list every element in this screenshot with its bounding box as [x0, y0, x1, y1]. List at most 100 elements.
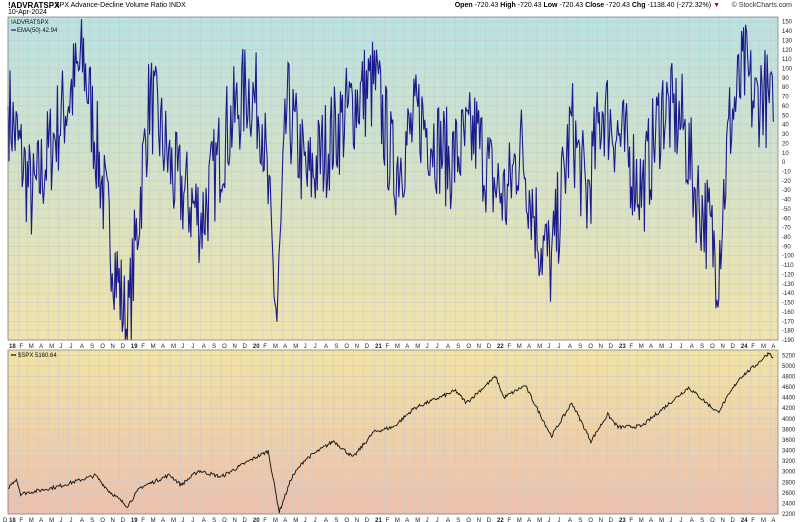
x-tick-label: N [599, 344, 603, 350]
x-tick-label: F [385, 518, 389, 522]
x-tick-label: A [283, 518, 287, 522]
x-tick-label: M [415, 344, 420, 350]
x-tick-label: D [487, 518, 492, 522]
x-tick-label: O [588, 518, 593, 522]
x-tick-label: J [679, 344, 682, 350]
x-tick-label: 24 [741, 344, 748, 350]
y-tick-label: 2600 [782, 491, 796, 497]
x-tick-label: F [263, 344, 267, 350]
y-tick-label: 110 [782, 57, 792, 63]
x-tick-label: S [578, 344, 582, 350]
y-tick-label: 70 [782, 95, 789, 101]
x-tick-label: O [466, 518, 471, 522]
y-tick-label: 60 [782, 104, 789, 110]
x-tick-label: A [80, 344, 84, 350]
x-tick-label: 23 [619, 344, 626, 350]
y-tick-label: 4200 [782, 406, 796, 412]
x-tick-label: N [599, 518, 603, 522]
x-tick-label: D [243, 518, 248, 522]
chart-header: !ADVRATSPX SPX Advance-Decline Volume Ra… [0, 0, 800, 17]
x-tick-label: O [100, 344, 105, 350]
legend-item-spx: $SPX 5160.64 [18, 353, 57, 359]
x-tick-label: 19 [131, 518, 138, 522]
x-tick-label: J [547, 518, 550, 522]
x-tick-label: S [212, 344, 216, 350]
x-tick-label: A [690, 518, 694, 522]
x-tick-label: 18 [9, 344, 16, 350]
x-tick-label: A [649, 344, 653, 350]
y-tick-label: 4400 [782, 396, 796, 402]
x-tick-label: J [59, 344, 62, 350]
x-tick-label: M [415, 518, 420, 522]
x-tick-label: S [700, 518, 704, 522]
open-label: Open [454, 2, 473, 9]
y-tick-label: 3600 [782, 438, 796, 444]
x-tick-label: N [355, 518, 359, 522]
x-tick-label: F [141, 518, 145, 522]
x-tick-label: D [365, 518, 370, 522]
x-tick-label: M [49, 344, 54, 350]
x-tick-label: N [477, 518, 481, 522]
x-tick-label: O [222, 344, 227, 350]
y-tick-label: -80 [782, 235, 791, 241]
y-tick-label: -190 [782, 338, 795, 344]
y-tick-label: 2800 [782, 480, 796, 486]
x-tick-label: O [710, 518, 715, 522]
x-tick-label: M [517, 518, 522, 522]
x-tick-label: M [537, 344, 542, 350]
legend-item-ema: EMA(50) 42.94 [17, 28, 58, 34]
x-tick-label: N [232, 518, 236, 522]
x-tick-label: J [669, 518, 672, 522]
y-tick-label: -120 [782, 272, 795, 278]
y-tick-label: -20 [782, 179, 791, 185]
plot-border [7, 16, 779, 341]
chg-arrow-icon: ▼ [713, 2, 720, 9]
x-tick-label: 20 [253, 518, 260, 522]
low-value: -720.43 [559, 2, 584, 9]
x-tick-label: O [466, 344, 471, 350]
x-tick-label: A [202, 518, 206, 522]
y-tick-label: 4000 [782, 417, 796, 423]
x-tick-label: M [151, 518, 156, 522]
x-tick-label: M [639, 518, 644, 522]
x-tick-label: M [293, 518, 298, 522]
open-value: -720.43 [474, 2, 499, 9]
x-tick-label: M [639, 344, 644, 350]
x-tick-label: M [151, 344, 156, 350]
x-tick-label: J [314, 518, 317, 522]
y-tick-label: 2200 [782, 512, 796, 518]
x-tick-label: N [355, 344, 359, 350]
x-tick-label: M [395, 344, 400, 350]
y-tick-label: 4600 [782, 385, 796, 391]
x-tick-label: F [141, 344, 145, 350]
y-tick-label: -60 [782, 216, 791, 222]
series-line [7, 351, 774, 514]
x-tick-label: J [304, 344, 307, 350]
y-tick-label: 80 [782, 85, 789, 91]
x-tick-label: A [283, 344, 287, 350]
x-tick-label: A [527, 518, 531, 522]
series-line [7, 19, 774, 341]
y-tick-label: -140 [782, 291, 795, 297]
x-tick-label: A [568, 344, 572, 350]
x-tick-label: A [446, 518, 450, 522]
x-tick-label: 18 [9, 518, 16, 522]
x-tick-label: O [100, 518, 105, 522]
x-tick-label: D [731, 518, 736, 522]
x-tick-label: F [19, 344, 23, 350]
symbol-label: !ADVRATSPX [8, 1, 60, 10]
plot-border [7, 349, 779, 515]
y-tick-label: 130 [782, 38, 793, 44]
upper-panel: 18 F M A M J J A S O N D 19 F M A M J J A S O N D 20 F M A M J J A S O N D 2… [7, 16, 795, 350]
x-tick-label: A [405, 344, 409, 350]
x-tick-label: 22 [497, 344, 504, 350]
y-tick-label: 120 [782, 48, 793, 54]
x-tick-label: D [731, 344, 736, 350]
x-tick-label: J [314, 344, 317, 350]
x-tick-label: A [324, 344, 328, 350]
high-label: High [500, 2, 516, 9]
y-tick-label: 3400 [782, 449, 796, 455]
y-tick-label: -40 [782, 198, 791, 204]
x-tick-label: D [121, 518, 126, 522]
